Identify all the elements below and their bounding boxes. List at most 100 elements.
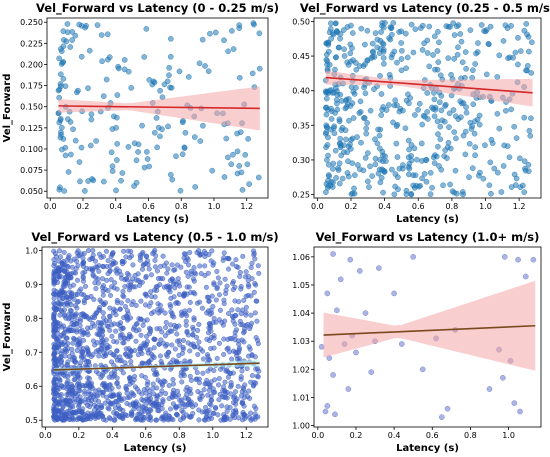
data-point (438, 166, 445, 173)
data-point (78, 53, 85, 60)
data-point (132, 373, 138, 379)
data-point (338, 98, 345, 104)
data-point (71, 359, 78, 365)
data-point (236, 341, 242, 347)
data-point (324, 403, 331, 409)
data-point (63, 414, 69, 420)
data-point (60, 403, 66, 409)
data-point (347, 256, 354, 263)
data-point (162, 310, 168, 316)
data-point (221, 351, 227, 357)
data-point (512, 49, 519, 56)
data-point (182, 129, 189, 136)
data-point (88, 413, 94, 419)
data-point (501, 253, 508, 260)
data-point (343, 136, 349, 143)
data-point (102, 300, 109, 306)
data-point (178, 397, 184, 403)
data-point (140, 262, 146, 268)
data-point (334, 91, 341, 98)
data-point (439, 117, 445, 124)
data-point (64, 21, 71, 27)
data-point (385, 102, 392, 108)
data-point (229, 307, 235, 313)
data-point (251, 250, 257, 256)
data-point (218, 366, 224, 372)
data-point (169, 393, 175, 400)
data-point (344, 59, 351, 66)
data-point (513, 175, 520, 182)
data-point (191, 344, 197, 350)
data-point (62, 348, 68, 354)
data-point (364, 120, 370, 126)
data-point (242, 151, 249, 158)
data-point (515, 35, 521, 41)
data-point (396, 29, 402, 35)
data-point (51, 386, 57, 392)
data-point (408, 191, 415, 198)
data-point (113, 114, 120, 121)
data-point (238, 374, 244, 380)
data-point (349, 30, 356, 36)
data-point (247, 326, 253, 332)
data-point (421, 170, 428, 177)
data-point (154, 385, 160, 391)
data-point (488, 190, 494, 197)
data-point (189, 404, 196, 410)
data-point (114, 141, 121, 147)
data-point (206, 387, 212, 393)
data-point (65, 255, 71, 261)
data-point (327, 182, 334, 189)
data-point (195, 389, 201, 395)
data-point (194, 334, 200, 341)
x-tick-label: 0.8 (446, 202, 459, 211)
data-point (60, 28, 67, 35)
data-point (104, 342, 110, 348)
data-point (182, 404, 188, 410)
data-point (177, 342, 183, 348)
data-point (80, 417, 86, 423)
data-point (152, 247, 158, 253)
data-point (190, 324, 196, 330)
data-point (65, 264, 71, 270)
subplot-2: 0.0 0.2 0.4 0.6 0.8 1.0 1.2 0.25 0.30 0.35 0.40 0.4… (292, 1, 550, 225)
data-point (358, 139, 364, 146)
data-point (437, 123, 444, 130)
data-point (61, 188, 68, 194)
data-point (92, 342, 98, 348)
data-point (190, 276, 196, 282)
data-point (241, 394, 247, 400)
data-point (390, 20, 397, 26)
data-point (345, 173, 352, 180)
data-point (332, 85, 339, 92)
y-tick-label: 1.01 (292, 393, 310, 402)
data-point (124, 308, 130, 314)
y-axis-label: Vel_Forward (2, 74, 13, 143)
data-point (90, 177, 97, 184)
data-point (169, 176, 176, 183)
data-point (188, 290, 194, 296)
data-point (61, 37, 67, 43)
data-point (157, 133, 163, 140)
data-point (230, 280, 236, 286)
data-point (158, 337, 164, 343)
data-point (91, 296, 97, 303)
data-point (204, 336, 210, 342)
data-point (57, 71, 64, 78)
data-point (153, 417, 160, 423)
data-point (75, 87, 81, 94)
data-point (232, 329, 238, 335)
data-point (96, 353, 102, 359)
data-point (165, 330, 171, 336)
data-point (97, 307, 103, 314)
data-point (128, 249, 134, 255)
y-tick-label: 0.40 (292, 87, 310, 96)
data-point (171, 387, 177, 393)
data-point (254, 318, 260, 324)
data-point (183, 318, 189, 324)
data-point (196, 417, 202, 423)
data-point (58, 354, 64, 360)
data-point (62, 373, 68, 379)
data-point (100, 263, 106, 269)
data-point (125, 144, 132, 150)
